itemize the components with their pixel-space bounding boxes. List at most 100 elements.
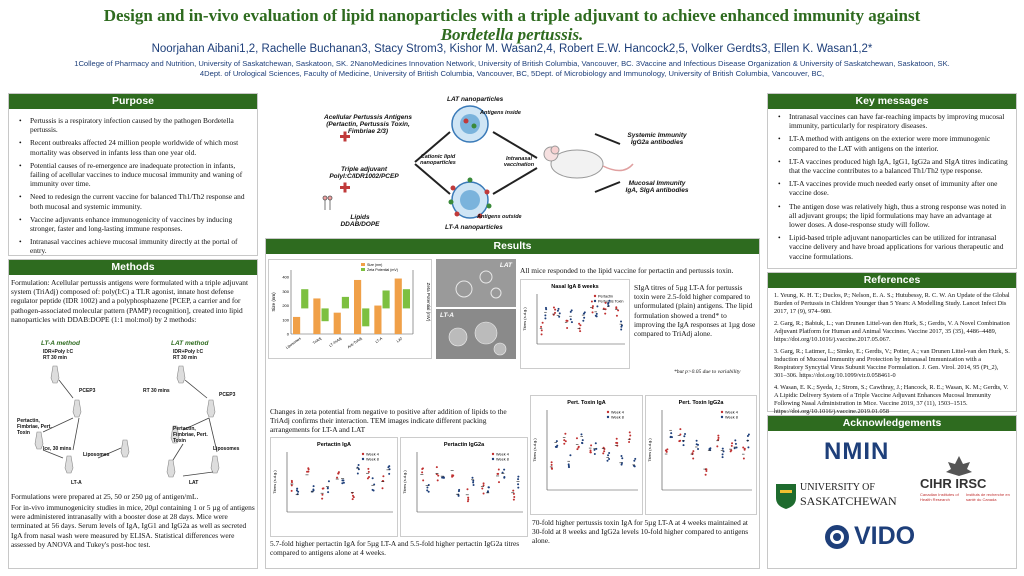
legend-marker — [491, 457, 495, 461]
data-point — [596, 305, 599, 308]
legend-label: Week 8 — [366, 458, 379, 462]
data-point — [665, 449, 668, 452]
data-point — [290, 484, 293, 487]
data-point — [544, 317, 547, 320]
data-point — [540, 329, 543, 332]
data-point — [604, 301, 607, 304]
list-item: Pertussis is a respiratory infection cau… — [17, 116, 249, 134]
y-tick-label: 0 — [287, 332, 290, 337]
list-item: Recent outbreaks affected 24 million peo… — [17, 138, 249, 156]
purpose-heading: Purpose — [9, 94, 257, 109]
data-point — [436, 479, 439, 482]
data-point — [296, 487, 299, 490]
data-point — [552, 306, 555, 309]
data-point — [356, 472, 359, 475]
data-point — [747, 446, 750, 449]
data-point — [717, 436, 720, 439]
toxin-igg2a-svg: Pert. Toxin IgG2a Titres (s.d.g.) Week 4We… — [647, 400, 752, 491]
methods-arrows — [34, 365, 220, 478]
lta-product: LT-A — [71, 480, 82, 486]
data-point — [435, 466, 438, 469]
data-point — [472, 483, 475, 486]
chart-title: Pert. Toxin IgG2a — [679, 400, 725, 406]
data-point — [342, 481, 345, 484]
data-point — [575, 437, 578, 440]
data-point — [482, 482, 485, 485]
list-item: Intranasal vaccines achieve mucosal immu… — [17, 237, 249, 255]
legend-label: Week 4 — [611, 411, 624, 415]
legend-label: Zeta Potential (mV) — [367, 268, 398, 272]
lta-method-label: LT-A method — [41, 340, 80, 347]
data-point — [734, 439, 737, 442]
nmin-logo: NMIN — [824, 438, 890, 465]
data-point — [604, 308, 607, 311]
tem-lta-image: LT-A — [436, 309, 516, 359]
data-point — [466, 500, 469, 503]
usask-line1: UNIVERSITY OF — [800, 482, 875, 493]
siga-note: *but p>0.05 due to variability — [674, 369, 741, 375]
tem-lat-image: LAT — [436, 259, 516, 307]
pertactin-iga-chart: Pertactin IgA Titres (s.d.g.) Week 4 Week 8 — [270, 437, 398, 537]
data-point — [679, 428, 682, 431]
data-point — [497, 481, 500, 484]
bar — [394, 278, 402, 334]
x-tick-label: Liposomes — [285, 336, 302, 349]
data-point — [628, 431, 631, 434]
lat-step-time: RT 30 min — [173, 355, 197, 361]
methods-heading: Methods — [9, 260, 257, 275]
data-point — [591, 311, 594, 314]
cihr-en: Canadian Institutes of Health Research — [920, 492, 959, 502]
legend-label: Pertussis Toxin — [598, 300, 623, 304]
data-point — [327, 480, 330, 483]
key-messages-list: Intranasal vaccines can have far-reachin… — [768, 112, 1016, 261]
data-point — [589, 449, 592, 452]
legend-marker — [720, 410, 724, 414]
data-point — [669, 435, 672, 438]
data-point — [606, 459, 609, 462]
data-point — [426, 489, 429, 492]
toxin-iga-chart: Pert. Toxin IgA Titres (s.d.g.) Week 4 Week… — [530, 395, 643, 515]
toxin-caption: 70-fold higher pertussis toxin IgA for 5… — [532, 518, 749, 546]
data-point — [581, 439, 584, 442]
data-point — [716, 445, 719, 448]
data-point — [563, 439, 566, 442]
x-tick-label: TriAdj — [312, 336, 322, 345]
affiliations-2: 4Dept. of Urological Sciences, Faculty o… — [199, 69, 825, 78]
lta-step: IDR+Poly I:C — [43, 349, 74, 355]
data-point — [620, 455, 623, 458]
methods-formulation: Formulation: Acellular pertussis antigen… — [11, 278, 249, 324]
size-zeta-chart: 0 100 200 300 400 Liposomes TriAdj LT-TriAdj Ant… — [268, 259, 432, 359]
data-point — [503, 468, 506, 471]
data-point — [697, 447, 700, 450]
data-point — [382, 475, 385, 478]
acknowledgements-panel: Acknowledgements NMIN UNIVERSITY OF SASK… — [767, 415, 1017, 569]
y-axis-label: Titres (s.d.g.) — [522, 307, 527, 331]
toxin-igg2a-chart: Pert. Toxin IgG2a Titres (s.d.g.) Week 4 We… — [645, 395, 757, 515]
data-point — [682, 440, 685, 443]
data-point — [327, 491, 330, 494]
data-point — [721, 447, 724, 450]
data-point — [554, 445, 557, 448]
chart-title: Pertactin IgG2a — [444, 442, 485, 448]
data-point — [351, 498, 354, 501]
legend-marker — [606, 410, 610, 414]
data-point — [422, 479, 425, 482]
data-point — [497, 468, 500, 471]
data-point — [607, 301, 610, 304]
results-heading: Results — [266, 239, 759, 254]
data-point — [441, 476, 444, 479]
data-point — [550, 467, 553, 470]
zeta-caption: Changes in zeta potential from negative … — [270, 407, 507, 435]
y-tick-label: 200 — [282, 303, 289, 308]
chart-title: Nasal IgA 8 weeks — [551, 284, 599, 290]
lat-liposomes: Liposomes — [213, 446, 240, 452]
data-point — [704, 473, 707, 476]
x-tick-label: Anti-TriAdj — [347, 336, 363, 349]
data-point — [554, 308, 557, 311]
data-point — [594, 314, 597, 317]
data-point — [290, 489, 293, 492]
vido-icon — [825, 525, 849, 549]
data-point — [595, 312, 598, 315]
data-point — [557, 307, 560, 310]
